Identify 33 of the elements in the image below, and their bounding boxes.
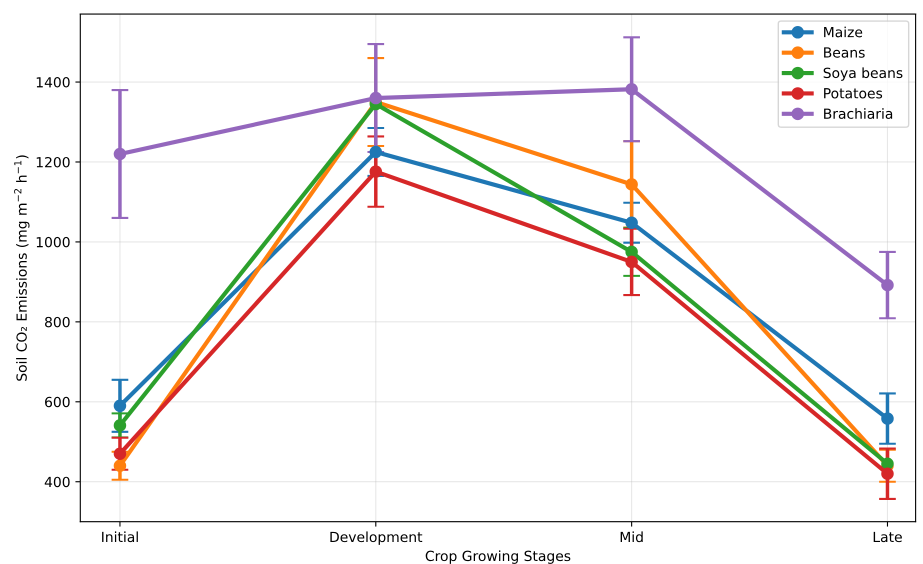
point bbox=[370, 92, 382, 104]
point bbox=[370, 146, 382, 158]
point bbox=[114, 419, 126, 432]
point bbox=[881, 467, 894, 480]
y-tick-label: 1000 bbox=[36, 236, 70, 248]
y-axis-title: Soil CO₂ Emissions (mg m$^{−2}$ h$^{−1}$) bbox=[14, 155, 30, 381]
legend-label: Beans bbox=[824, 47, 865, 58]
y-tick-label: 400 bbox=[44, 476, 70, 488]
y-tick-label: 1200 bbox=[36, 156, 70, 168]
point bbox=[625, 82, 638, 96]
y-tick-label: 1400 bbox=[36, 77, 70, 88]
x-tick-label: Development bbox=[330, 531, 422, 545]
point bbox=[370, 165, 382, 178]
y-tick-label: 600 bbox=[45, 396, 70, 408]
point bbox=[625, 216, 638, 229]
point bbox=[625, 178, 638, 191]
point bbox=[114, 448, 126, 460]
legend-label: Potatoes bbox=[824, 88, 882, 99]
point bbox=[114, 400, 126, 412]
point bbox=[881, 278, 894, 292]
legend-label: Soya beans bbox=[824, 67, 902, 81]
point bbox=[114, 148, 126, 160]
legend-label: Brachiaria bbox=[824, 108, 892, 119]
x-tick-label: Late bbox=[874, 532, 902, 542]
y-tick-label: 800 bbox=[45, 316, 70, 328]
point bbox=[625, 256, 638, 268]
x-tick-label: Mid bbox=[620, 531, 643, 542]
point bbox=[114, 459, 126, 472]
point bbox=[625, 246, 638, 258]
legend-label: Maize bbox=[824, 26, 862, 38]
x-axis-title: Crop Growing Stages bbox=[426, 550, 570, 564]
x-tick-label: Initial bbox=[102, 531, 138, 542]
point bbox=[881, 412, 894, 425]
